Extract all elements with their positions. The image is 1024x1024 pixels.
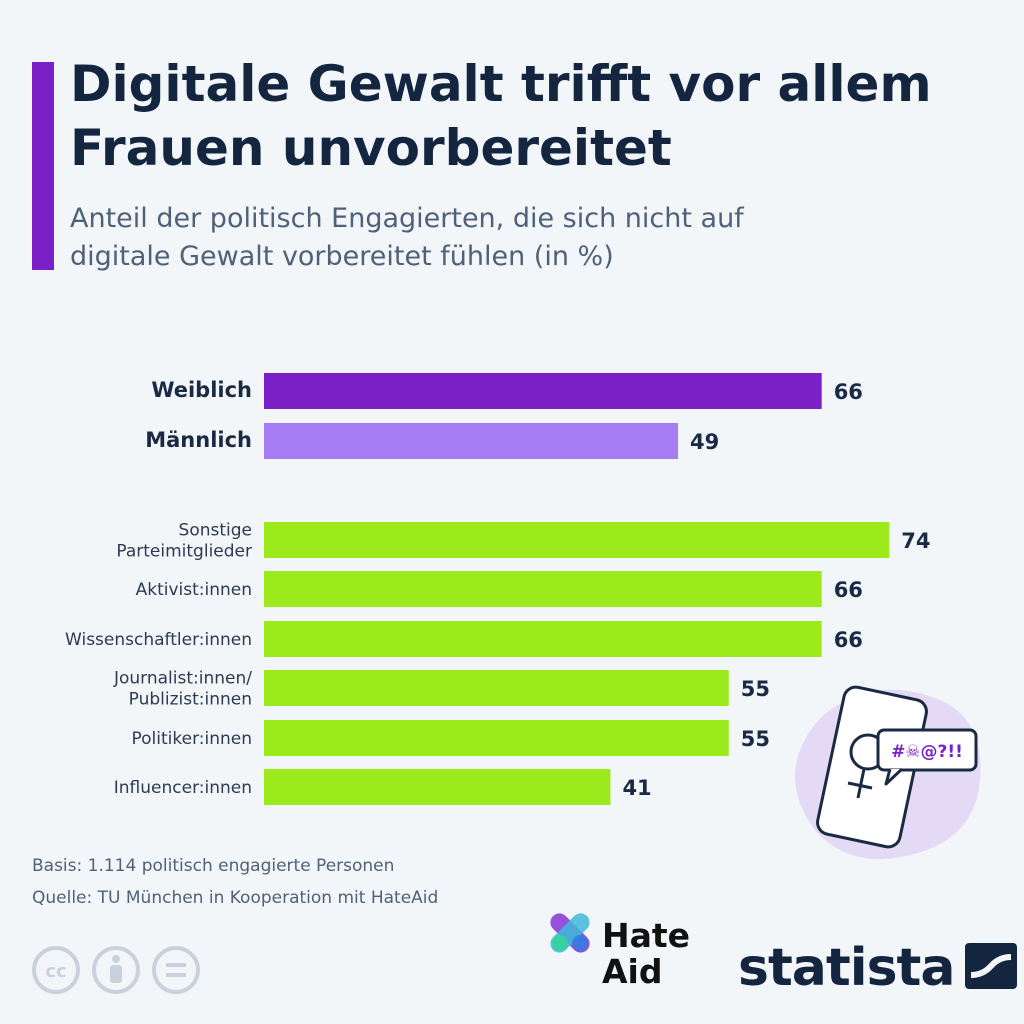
cc-icon: cc bbox=[32, 946, 80, 994]
value-label-sonstige-parteimitglieder: 74 bbox=[901, 529, 930, 553]
speech-bubble-icon: #☠@?!! bbox=[876, 728, 978, 786]
license-icons: cc bbox=[32, 946, 200, 994]
bar-influencer-innen bbox=[264, 769, 611, 805]
category-label-politiker-innen: Politiker:innen bbox=[131, 729, 252, 749]
bar-männlich bbox=[264, 423, 679, 459]
bar-journalist-innen-publizist-innen bbox=[264, 670, 729, 706]
category-label-wissenschaftler-innen: Wissenschaftler:innen bbox=[65, 630, 252, 650]
value-label-politiker-innen: 55 bbox=[741, 727, 770, 751]
category-label-influencer-innen: Influencer:innen bbox=[114, 778, 252, 798]
smartphone-icon bbox=[816, 685, 928, 849]
value-label-journalist-innen-publizist-innen: 55 bbox=[741, 677, 770, 701]
bar-aktivist-innen bbox=[264, 571, 822, 607]
smartphone-hate-illustration: #☠@?!! bbox=[795, 685, 981, 860]
hateaid-logo-icon bbox=[550, 913, 590, 953]
attribution-icon bbox=[92, 946, 140, 994]
category-label-sonstige-parteimitglieder: Sonstige Parteimitglieder bbox=[116, 521, 252, 562]
category-label-weiblich: Weiblich bbox=[151, 378, 252, 402]
value-label-aktivist-innen: 66 bbox=[834, 578, 863, 602]
footer-basis: Basis: 1.114 politisch engagierte Person… bbox=[32, 856, 395, 876]
bar-chart: 66 Weiblich 49 Männlich 74 Sonstige Parteimitg… bbox=[65, 373, 931, 805]
no-derivatives-icon bbox=[152, 946, 200, 994]
bar-wissenschaftler-innen bbox=[264, 621, 822, 657]
bar-politiker-innen bbox=[264, 720, 729, 756]
value-label-männlich: 49 bbox=[690, 430, 719, 454]
chart-title: Digitale Gewalt trifft vor allem Frauen … bbox=[70, 55, 932, 177]
category-label-männlich: Männlich bbox=[145, 428, 252, 452]
bar-sonstige-parteimitglieder bbox=[264, 522, 890, 558]
value-label-wissenschaftler-innen: 66 bbox=[834, 628, 863, 652]
hateaid-logo-text: Hate Aid bbox=[602, 916, 691, 991]
chart-subtitle: Anteil der politisch Engagierten, die si… bbox=[70, 203, 744, 272]
category-label-journalist-innen-publizist-innen: Journalist:innen/Publizist:innen bbox=[113, 669, 252, 710]
statista-logo: statista bbox=[738, 938, 1017, 998]
bar-weiblich bbox=[264, 373, 822, 409]
title-accent-bar bbox=[32, 62, 54, 270]
statista-logo-text: statista bbox=[738, 938, 955, 998]
svg-text:cc: cc bbox=[45, 961, 66, 982]
value-label-influencer-innen: 41 bbox=[622, 776, 651, 800]
category-label-aktivist-innen: Aktivist:innen bbox=[136, 580, 252, 600]
value-label-weiblich: 66 bbox=[834, 380, 863, 404]
speech-bubble-text: #☠@?!! bbox=[891, 742, 963, 762]
footer-source: Quelle: TU München in Kooperation mit Ha… bbox=[32, 888, 439, 908]
statista-mark-icon bbox=[964, 943, 1017, 989]
